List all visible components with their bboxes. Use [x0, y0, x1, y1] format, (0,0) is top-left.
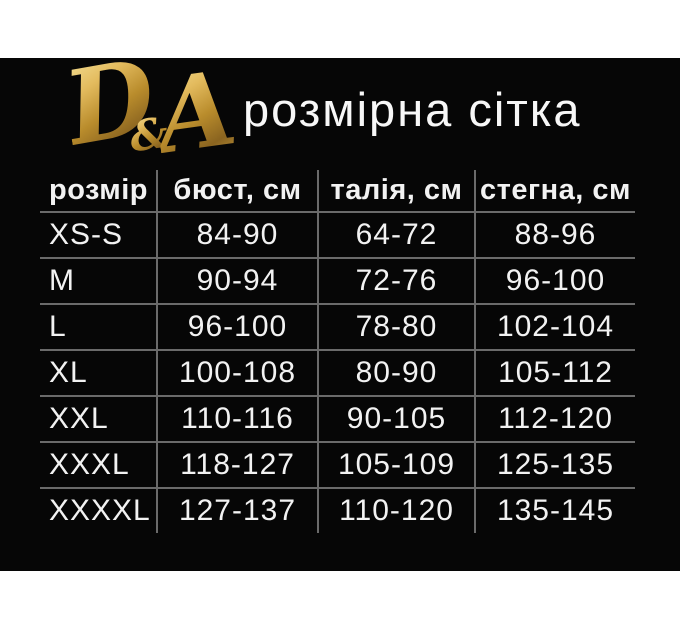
table-row: L 96-100 78-80 102-104 — [40, 304, 635, 351]
waist-cell: 72-76 — [318, 258, 476, 305]
table-header: розмір бюст, см талія, см стегна, см — [40, 170, 635, 213]
waist-cell: 78-80 — [318, 304, 476, 351]
size-cell: XXL — [40, 396, 158, 443]
hips-cell: 105-112 — [475, 350, 635, 397]
hips-cell: 125-135 — [475, 442, 635, 489]
size-cell: XL — [40, 350, 158, 397]
column-header-hips: стегна, см — [475, 170, 635, 213]
table-row: XXL 110-116 90-105 112-120 — [40, 396, 635, 443]
table-row: XXXL 118-127 105-109 125-135 — [40, 442, 635, 489]
bust-cell: 90-94 — [157, 258, 319, 305]
bust-cell: 96-100 — [157, 304, 319, 351]
table-row: XS-S 84-90 64-72 88-96 — [40, 212, 635, 259]
size-cell: XS-S — [40, 212, 158, 259]
size-cell: M — [40, 258, 158, 305]
column-header-bust: бюст, см — [157, 170, 319, 213]
hips-cell: 135-145 — [496, 494, 615, 527]
waist-cell: 105-109 — [318, 442, 476, 489]
table-row: XXXXL 127-137 110-120 135-145 — [40, 488, 635, 533]
hips-cell: 88-96 — [475, 212, 635, 259]
size-table: розмір бюст, см талія, см стегна, см XS-… — [40, 170, 635, 533]
bust-cell: 127-137 — [157, 488, 319, 533]
waist-cell: 110-120 — [318, 488, 476, 533]
bust-cell: 118-127 — [157, 442, 319, 489]
bust-cell: 110-116 — [157, 396, 319, 443]
page-title: розмірна сітка — [243, 83, 582, 136]
header-row: розмір бюст, см талія, см стегна, см — [40, 170, 635, 213]
brand-logo: D & A — [56, 36, 246, 178]
waist-cell: 90-105 — [318, 396, 476, 443]
waist-cell: 64-72 — [318, 212, 476, 259]
black-panel: D & A розмірна сітка розмір бюст, см тал… — [0, 36, 680, 571]
table-row: XL 100-108 80-90 105-112 — [40, 350, 635, 397]
size-cell: XXXL — [40, 442, 158, 489]
hips-cell: 102-104 — [475, 304, 635, 351]
table-row: M 90-94 72-76 96-100 — [40, 258, 635, 305]
column-header-size: розмір — [40, 170, 158, 213]
waist-cell: 80-90 — [318, 350, 476, 397]
bust-cell: 100-108 — [157, 350, 319, 397]
column-header-waist: талія, см — [318, 170, 476, 213]
hips-cell: 112-120 — [475, 396, 635, 443]
bust-cell: 84-90 — [157, 212, 319, 259]
logo-letter-a-icon: A — [148, 48, 244, 178]
size-cell: XXXXL — [40, 488, 158, 533]
size-cell: L — [40, 304, 158, 351]
hips-cell: 96-100 — [475, 258, 635, 305]
